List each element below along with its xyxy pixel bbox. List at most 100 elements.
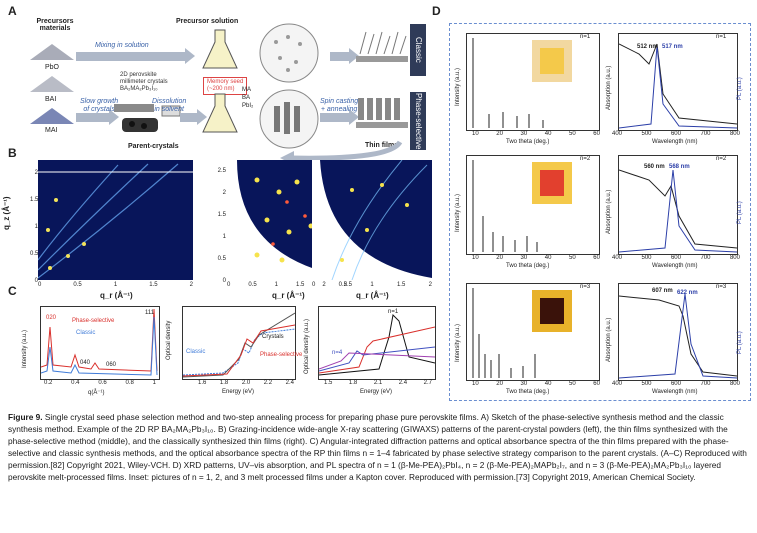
d1-pl-ylabel: PL (a.u.): [737, 77, 743, 100]
slow-growth-arrow: [76, 109, 119, 125]
c2-xlabel: Energy (eV): [222, 389, 255, 395]
d1-abs-xticks: 400 500 600 700 800: [612, 131, 740, 137]
c1-peak-060: 060: [106, 362, 117, 368]
classic-film-icon: [356, 31, 408, 62]
d2-abs-pl-plot: [618, 155, 738, 255]
mixing-arrow: [76, 48, 195, 64]
d2-abs-xticks: 400 500 600 700 800: [612, 255, 740, 261]
d1-pl-peak: 517 nm: [662, 44, 683, 50]
d2-abs-n: n=2: [716, 156, 727, 162]
d1-xrd-ylabel: Intensity (a.u.): [455, 67, 461, 106]
giwaxs-parent-crystals: [38, 160, 193, 280]
d3-xrd-n: n=3: [580, 284, 591, 290]
d3-abs-n: n=3: [716, 284, 727, 290]
d3-abs-xticks: 400 500 600 700 800: [612, 381, 740, 387]
d1-abs-pl-plot: [618, 33, 738, 131]
d3-xrd-xticks: 10 20 30 40 50 60: [472, 381, 600, 387]
dissolution-arrow: [180, 109, 207, 125]
panel-d-frame: [449, 23, 751, 401]
d3-xrd-plot: [466, 283, 600, 381]
c1-diffraction-plot: [40, 306, 160, 380]
d3-abs-pl-plot: [618, 283, 738, 381]
solution-molecules-circle: [259, 23, 319, 83]
flask-bottom-icon: [202, 93, 238, 133]
c3-n4-label: n=4: [332, 350, 343, 356]
c3-ylabel: Optical density (a.u.): [304, 318, 310, 374]
d2-film-inset: [532, 162, 572, 204]
d2-xrd-n: n=2: [580, 156, 591, 162]
precursor-mai: MAI: [45, 127, 58, 134]
c3-n1-label: n=1: [388, 309, 399, 315]
d3-xrd-xlabel: Two theta (deg.): [506, 389, 550, 395]
precursor-pbo: PbO: [45, 64, 60, 71]
c2-ylabel: Optical density: [166, 320, 172, 360]
d1-abs-ylabel: Absorption (a.u.): [606, 65, 612, 110]
c3-xlabel: Energy (eV): [360, 389, 393, 395]
c2-series-classic: Classic: [186, 349, 206, 355]
spin-label: Spin casting + annealing: [320, 98, 359, 113]
mixing-label: Mixing in solution: [95, 42, 149, 49]
d3-abs-ylabel: Absorption (a.u.): [606, 317, 612, 362]
parent-crystals-image: [114, 104, 181, 132]
d3-pl-peak: 622 nm: [677, 290, 698, 296]
c2-absorbance-plot: [182, 306, 296, 380]
precursor-bai: BAI: [45, 96, 57, 103]
d2-xrd-plot: [466, 155, 600, 255]
panel-c-label: C: [8, 284, 17, 298]
c1-xlabel: q(Å⁻¹): [88, 390, 105, 396]
b1-x-axis-label: q_r (Å⁻¹): [100, 291, 133, 300]
precursors-title: Precursors materials: [36, 18, 74, 32]
panel-d-label: D: [432, 4, 441, 18]
c2-xticks: 1.6 1.8 2.0 2.2 2.4: [198, 380, 294, 386]
parent-crystals-label: Parent-crystals: [128, 143, 179, 150]
panel-b-label: B: [8, 146, 17, 160]
b2-x-axis-label: q_r (Å⁻¹): [272, 291, 305, 300]
dissolution-label: Dissolution in solvent: [152, 98, 187, 113]
d1-xrd-xticks: 10 20 30 40 50 60: [472, 131, 600, 137]
c3-absorbance-plot: [318, 306, 436, 380]
c3-xticks: 1.5 1.8 2.1 2.4 2.7: [324, 380, 432, 386]
b-y-axis-label: q_z (Å⁻¹): [2, 196, 11, 230]
d3-abs-xlabel: Wavelength (nm): [652, 389, 698, 395]
to-classic-arrow: [330, 48, 359, 64]
c1-peak-020: 020: [46, 315, 57, 321]
classic-tab: Classic: [410, 24, 426, 76]
molecule-legend: MA BA PbI₂: [242, 87, 254, 109]
d1-abs-n: n=1: [716, 34, 727, 40]
phase-selective-tab: Phase-selective: [410, 92, 426, 150]
figure-caption: Figure 9. Single crystal seed phase sele…: [8, 411, 750, 484]
c1-series-classic: Classic: [76, 330, 96, 336]
caption-text: Single crystal seed phase selection meth…: [8, 412, 747, 483]
b3-x-axis-label: q_r (Å⁻¹): [356, 291, 389, 300]
b1-xticks: 0 0.5 1 1.5 2: [38, 282, 193, 288]
panel-a-label: A: [8, 4, 17, 18]
d1-xrd-n: n=1: [580, 34, 591, 40]
d3-pl-ylabel: PL (a.u.): [737, 331, 743, 354]
d2-abs-xlabel: Wavelength (nm): [652, 263, 698, 269]
thin-films-label: Thin films: [365, 142, 399, 149]
seed-molecules-circle: [259, 89, 319, 149]
d3-xrd-ylabel: Intensity (a.u.): [455, 323, 461, 362]
d1-abs-xlabel: Wavelength (nm): [652, 139, 698, 145]
d2-pl-ylabel: PL (a.u.): [737, 201, 743, 224]
flask-icon: [202, 29, 238, 69]
spin-arrow: [320, 109, 359, 125]
c2-series-crystals: Crystals: [262, 334, 284, 340]
slow-growth-label: Slow growth of crystals: [80, 98, 119, 113]
crystal-note: 2D perovskite millimeter crystals BA₂MA₂Pb…: [120, 72, 168, 92]
d2-pl-peak: 568 nm: [669, 164, 690, 170]
d2-abs-ylabel: Absorption (a.u.): [606, 189, 612, 234]
d2-xrd-ylabel: Intensity (a.u.): [455, 193, 461, 232]
c2-series-phase-selective: Phase-selective: [260, 352, 303, 358]
c1-series-phase-selective: Phase-selective: [72, 318, 115, 324]
d1-film-inset: [532, 40, 572, 82]
c1-xticks: 0.2 0.4 0.6 0.8 1: [44, 380, 156, 386]
d1-abs-peak: 512 nm: [637, 44, 658, 50]
d3-film-inset: [532, 290, 572, 332]
d2-xrd-xticks: 10 20 30 40 50 60: [472, 255, 600, 261]
d3-abs-peak: 607 nm: [652, 288, 673, 294]
c1-peak-040: 040: [80, 360, 91, 366]
c1-ylabel: Intensity (a.u.): [22, 329, 28, 368]
d1-xrd-xlabel: Two theta (deg.): [506, 139, 550, 145]
d2-abs-peak: 560 nm: [644, 164, 665, 170]
